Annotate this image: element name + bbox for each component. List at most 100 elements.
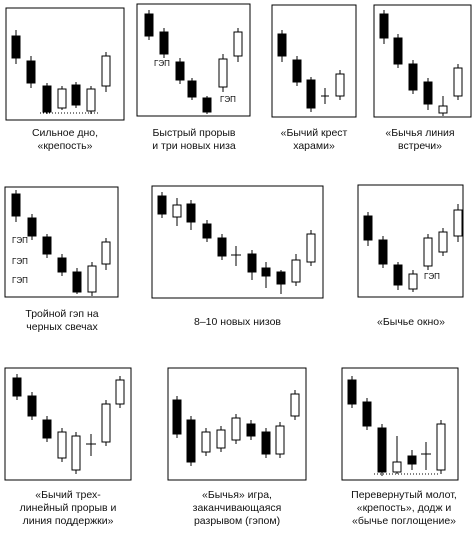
candle-black — [408, 60, 418, 94]
caption-fast-breakout: Быстрый прорыв и три новых низа — [128, 127, 260, 153]
candle-black — [393, 34, 403, 68]
caption-line: линейный прорыв и — [19, 502, 117, 514]
pattern-eight-ten-new-lows — [151, 185, 324, 299]
candle-white — [172, 198, 182, 226]
candle-black — [57, 254, 67, 276]
pattern-frame — [4, 367, 132, 481]
caption-line: черных свечах — [26, 321, 98, 333]
candle-black — [42, 416, 52, 442]
candle-white — [291, 254, 301, 286]
candle-black — [186, 416, 196, 466]
caption-line: «крепость» — [37, 140, 93, 152]
caption-triple-gap: Тройной гэп на черных свечах — [0, 308, 124, 334]
pattern-bullish-harami-cross — [271, 4, 357, 118]
candle-black — [362, 398, 372, 430]
candle-black — [247, 250, 257, 280]
candle-black — [347, 376, 357, 408]
caption-line: Быстрый прорыв — [152, 127, 236, 139]
candle-black — [217, 234, 227, 260]
caption-line: «Бычий крест — [280, 127, 348, 139]
caption-line: «Бычье окно» — [377, 316, 445, 328]
caption-line: 8–10 новых низов — [194, 316, 281, 328]
caption-three-line-strike: «Бычий трех- линейный прорыв и линия под… — [0, 489, 136, 528]
candle-black — [276, 270, 286, 294]
candle-black — [42, 234, 52, 258]
candle-black — [159, 28, 169, 58]
candle-white — [57, 428, 67, 462]
candle-black — [423, 78, 433, 110]
candle-black — [202, 96, 212, 114]
candle-black — [407, 450, 417, 470]
candle-white — [101, 238, 111, 270]
candle-white — [86, 86, 96, 114]
caption-line: линия поддержки» — [22, 515, 114, 527]
pattern-bullish-play-gap — [167, 367, 307, 481]
candle-white — [231, 414, 241, 444]
candle-white — [57, 86, 67, 110]
caption-bullish-play: «Бычья» игра, заканчивающаяся разрывом (… — [164, 489, 310, 528]
gap-label: ГЭП — [12, 236, 28, 245]
caption-line: «Бычья линия — [385, 127, 455, 139]
candle-white — [233, 28, 243, 62]
candle-black — [42, 83, 52, 114]
candle-white — [101, 52, 111, 92]
candle-white — [392, 436, 402, 474]
candle-white — [438, 96, 448, 116]
pattern-frame — [373, 4, 472, 118]
candle-black — [379, 10, 389, 44]
doji-cross — [321, 88, 329, 104]
caption-inverted-hammer: Перевернутый молот, «крепость», додж и «… — [336, 489, 472, 528]
candle-black — [377, 424, 387, 476]
candle-black — [378, 236, 388, 268]
caption-line: Сильное дно, — [31, 127, 99, 139]
pattern-three-line-strike — [4, 367, 132, 481]
candle-black — [175, 58, 185, 84]
candle-white — [218, 54, 228, 92]
caption-bullish-window: «Бычье окно» — [356, 316, 466, 329]
candle-white — [408, 270, 418, 292]
caption-line: Тройной гэп на — [25, 308, 99, 320]
caption-line: «крепость», додж и — [356, 502, 452, 514]
caption-line: заканчивающаяся — [192, 502, 282, 514]
candle-white — [335, 70, 345, 100]
pattern-triple-gap-black: ГЭП ГЭП ГЭП — [4, 186, 119, 298]
doji-cross — [86, 434, 96, 456]
candle-black — [172, 396, 182, 438]
pattern-bullish-window: ГЭП — [357, 184, 464, 298]
candle-black — [393, 262, 403, 290]
caption-line: «Бычий трех- — [35, 489, 101, 501]
candle-black — [277, 30, 287, 62]
candle-black — [27, 214, 37, 240]
pattern-strong-bottom — [5, 7, 125, 121]
doji-cross — [421, 442, 431, 470]
gap-label: ГЭП — [220, 95, 236, 104]
candle-white — [306, 230, 316, 266]
caption-line: Перевернутый молот, — [351, 489, 457, 501]
candle-white — [216, 426, 226, 452]
candle-white — [453, 64, 463, 100]
candle-white — [115, 376, 125, 408]
candle-white — [71, 432, 81, 474]
caption-line: «Бычья» игра, — [202, 489, 272, 501]
candle-black — [261, 262, 271, 288]
candle-black — [12, 374, 22, 400]
gap-label: ГЭП — [12, 257, 28, 266]
candle-white — [438, 228, 448, 256]
gap-label: ГЭП — [424, 272, 440, 281]
candle-black — [71, 82, 81, 108]
caption-line: разрывом (гэпом) — [193, 515, 281, 527]
candle-black — [11, 190, 21, 222]
pattern-bullish-meeting-line — [373, 4, 472, 118]
caption-meeting-line: «Бычья линия встречи» — [366, 127, 474, 153]
caption-new-lows: 8–10 новых низов — [152, 316, 323, 329]
candle-black — [26, 56, 36, 88]
caption-harami-cross: «Бычий крест харами» — [262, 127, 366, 153]
candle-white — [87, 262, 97, 296]
candle-black — [261, 428, 271, 458]
candle-black — [27, 392, 37, 420]
caption-strong-bottom: Сильное дно, «крепость» — [0, 127, 130, 153]
candle-white — [453, 204, 463, 242]
candle-white — [275, 422, 285, 458]
caption-line: и три новых низа — [152, 140, 236, 152]
